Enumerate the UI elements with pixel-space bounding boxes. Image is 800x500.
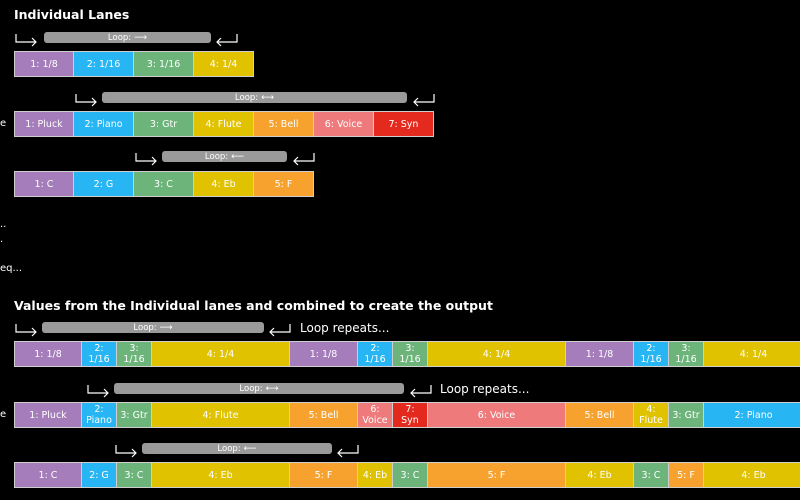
lane-cell[interactable]: 3: C — [117, 463, 152, 487]
lane-cell[interactable]: 4: Eb — [358, 463, 393, 487]
side-label: .. — [0, 219, 7, 230]
lane-cell[interactable]: 4: 1/4 — [428, 342, 566, 366]
loop-start-arrow-icon — [135, 153, 157, 166]
loop-bar-out3[interactable]: Loop: ⟵ — [142, 443, 332, 454]
loop-end-arrow-icon — [413, 94, 435, 107]
lane-cell[interactable]: 2: G — [82, 463, 117, 487]
section-title-individual-lanes: Individual Lanes — [14, 7, 130, 22]
lane-cell[interactable]: 5: F — [428, 463, 566, 487]
lane-cell[interactable]: 3: C — [393, 463, 428, 487]
lane-cell[interactable]: 4: 1/4 — [194, 52, 254, 76]
loop-bar-out2[interactable]: Loop: ⟷ — [114, 383, 404, 394]
lane-cell[interactable]: 2: G — [74, 172, 134, 196]
loop-start-arrow-icon — [15, 324, 37, 337]
loop-start-arrow-icon — [87, 385, 109, 398]
loop-start-arrow-icon — [75, 94, 97, 107]
lane-cell[interactable]: 4: 1/4 — [704, 342, 800, 366]
backward-arrow-icon: ⟵ — [231, 151, 245, 162]
lane-cell[interactable]: 3: 1/16 — [393, 342, 428, 366]
lane-division: 1: 1/8 2: 1/16 3: 1/16 4: 1/4 — [14, 51, 254, 77]
section-title-output: Values from the Individual lanes and com… — [14, 298, 493, 313]
side-label: . — [0, 234, 4, 245]
lane-cell[interactable]: 2: 1/16 — [634, 342, 669, 366]
lane-cell[interactable]: 7: Syn — [393, 403, 428, 427]
lane-cell[interactable]: 6: Voice — [358, 403, 393, 427]
lane-instrument: 1: Pluck 2: Piano 3: Gtr 4: Flute 5: Bell 6: … — [14, 111, 434, 137]
lane-cell[interactable]: 5: F — [290, 463, 358, 487]
loop-repeats-text: Loop repeats... — [440, 382, 530, 396]
lane-cell[interactable]: 4: Flute — [152, 403, 290, 427]
loop-repeats-text: Loop repeats... — [300, 321, 390, 335]
lane-cell[interactable]: 4: Eb — [566, 463, 634, 487]
lane-cell[interactable]: 3: C — [134, 172, 194, 196]
lane-cell[interactable]: 2: Piano — [82, 403, 117, 427]
forward-arrow-icon: ⟶ — [159, 322, 173, 333]
loop-end-arrow-icon — [293, 153, 315, 166]
side-label: eq... — [0, 263, 23, 274]
loop-label: Loop: — [234, 92, 259, 103]
backward-arrow-icon: ⟵ — [243, 443, 257, 454]
loop-end-arrow-icon — [410, 385, 432, 398]
lane-cell[interactable]: 3: Gtr — [117, 403, 152, 427]
lane-cell[interactable]: 7: Syn — [374, 112, 434, 136]
forward-arrow-icon: ⟶ — [134, 32, 148, 43]
loop-bar-lane1[interactable]: Loop: ⟶ — [44, 32, 211, 43]
lane-cell[interactable]: 1: 1/8 — [290, 342, 358, 366]
lane-cell[interactable]: 6: Voice — [314, 112, 374, 136]
lane-cell[interactable]: 5: F — [669, 463, 704, 487]
lane-cell[interactable]: 5: Bell — [290, 403, 358, 427]
lane-cell[interactable]: 5: Bell — [254, 112, 314, 136]
loop-bar-lane2[interactable]: Loop: ⟷ — [102, 92, 407, 103]
loop-label: Loop: — [133, 322, 157, 333]
loop-label: Loop: — [107, 32, 132, 43]
lane-cell[interactable]: 2: Piano — [74, 112, 134, 136]
lane-cell[interactable]: 3: Gtr — [669, 403, 704, 427]
lane-cell[interactable]: 3: Gtr — [134, 112, 194, 136]
lane-cell[interactable]: 1: Pluck — [14, 403, 82, 427]
output-instrument: 1: Pluck 2: Piano 3: Gtr 4: Flute 5: Bell 6: … — [14, 402, 800, 428]
lane-cell[interactable]: 3: C — [634, 463, 669, 487]
lane-cell[interactable]: 1: C — [14, 172, 74, 196]
output-note: 1: C 2: G 3: C 4: Eb 5: F 4: Eb 3: C 5: F 4: Eb 3… — [14, 462, 800, 488]
lane-cell[interactable]: 3: 1/16 — [669, 342, 704, 366]
lane-cell[interactable]: 5: F — [254, 172, 314, 196]
lane-cell[interactable]: 4: Eb — [194, 172, 254, 196]
loop-end-arrow-icon — [216, 34, 238, 47]
loop-end-arrow-icon — [269, 324, 291, 337]
loop-end-arrow-icon — [337, 445, 359, 458]
lane-cell[interactable]: 3: 1/16 — [134, 52, 194, 76]
lane-cell[interactable]: 6: Voice — [428, 403, 566, 427]
lane-cell[interactable]: 4: Eb — [704, 463, 800, 487]
lane-cell[interactable]: 2: 1/16 — [82, 342, 117, 366]
lane-cell[interactable]: 1: 1/8 — [14, 52, 74, 76]
lane-cell[interactable]: 2: 1/16 — [358, 342, 393, 366]
lane-cell[interactable]: 4: Flute — [634, 403, 669, 427]
output-division: 1: 1/8 2: 1/16 3: 1/16 4: 1/4 1: 1/8 2: 1/16 3… — [14, 341, 800, 367]
lane-cell[interactable]: 1: 1/8 — [566, 342, 634, 366]
loop-label: Loop: — [204, 151, 229, 162]
lane-cell[interactable]: 4: Eb — [152, 463, 290, 487]
lane-cell[interactable]: 1: 1/8 — [14, 342, 82, 366]
loop-bar-out1[interactable]: Loop: ⟶ — [42, 322, 264, 333]
lane-cell[interactable]: 2: 1/16 — [74, 52, 134, 76]
loop-bar-lane3[interactable]: Loop: ⟵ — [162, 151, 287, 162]
lane-cell[interactable]: 3: 1/16 — [117, 342, 152, 366]
lane-cell[interactable]: 4: Flute — [194, 112, 254, 136]
loop-label: Loop: — [217, 443, 241, 454]
loop-start-arrow-icon — [115, 445, 137, 458]
side-label: e — [0, 409, 7, 420]
lane-cell[interactable]: 2: Piano — [704, 403, 800, 427]
loop-start-arrow-icon — [15, 34, 37, 47]
lane-cell[interactable]: 5: Bell — [566, 403, 634, 427]
pingpong-arrow-icon: ⟷ — [261, 92, 275, 103]
lane-cell[interactable]: 4: 1/4 — [152, 342, 290, 366]
side-label: e — [0, 118, 7, 129]
pingpong-arrow-icon: ⟷ — [265, 383, 279, 394]
lane-note: 1: C 2: G 3: C 4: Eb 5: F — [14, 171, 314, 197]
loop-label: Loop: — [239, 383, 263, 394]
lane-cell[interactable]: 1: C — [14, 463, 82, 487]
lane-cell[interactable]: 1: Pluck — [14, 112, 74, 136]
